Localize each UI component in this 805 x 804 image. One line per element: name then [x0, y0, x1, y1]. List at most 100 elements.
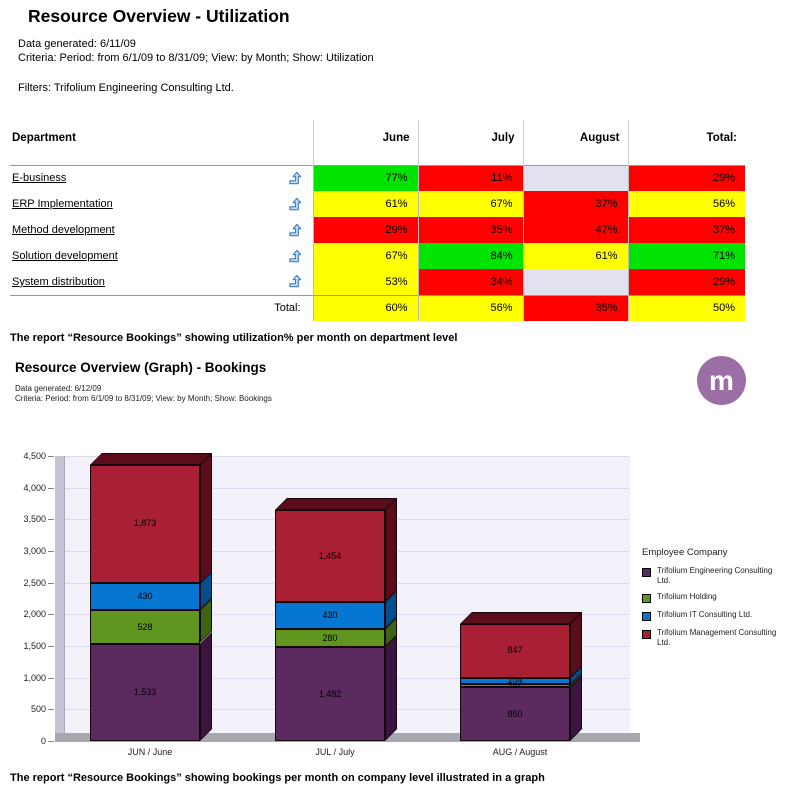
bar-segment [90, 464, 200, 584]
chart: 0 500 1,000 1,500 2,000 2,500 3,000 3,500 4,000 4… [0, 443, 805, 773]
total-cell: 60% [312, 295, 418, 321]
y-axis-tick-label: 2,500 [23, 577, 46, 588]
department-cell-content: ERP Implementation [12, 197, 313, 212]
x-axis-category-label: AUG / August [492, 747, 548, 757]
y-axis-tick-label: 4,000 [23, 482, 46, 493]
legend-label: Trifolium IT Consulting Ltd. [657, 610, 753, 619]
bar-segment-side [200, 631, 212, 741]
y-axis-tick-mark [48, 709, 54, 711]
department-cell-content: E-business [12, 171, 313, 186]
bar-segment-side [200, 452, 212, 584]
bar-segment [460, 624, 570, 678]
table-row: System distribution 53% 34% 29% [10, 269, 745, 295]
utilization-cell: 56% [627, 191, 745, 217]
bar-segment-side [385, 635, 397, 741]
y-axis-tick-label: 3,500 [23, 514, 46, 525]
utilization-cell: 29% [312, 217, 418, 243]
department-cell: System distribution [10, 269, 313, 295]
total-row-label: Total: [274, 302, 301, 315]
utilization-cell: 29% [627, 269, 745, 295]
department-link[interactable]: E-business [12, 172, 67, 185]
bar-segment [460, 684, 570, 688]
y-axis-tick-label: 500 [30, 704, 46, 715]
legend-item: Trifolium IT Consulting Ltd. [642, 610, 782, 621]
x-axis-category-label: JUN / June [127, 747, 173, 757]
brand-logo: m [697, 356, 746, 405]
bar-segment [460, 687, 570, 741]
table-row: Solution development 67% 84% 61% 71% [10, 243, 745, 269]
legend-label: Trifolium Engineering Consulting Ltd. [657, 566, 773, 585]
bar-segment [90, 610, 200, 644]
y-axis-tick-label: 3,000 [23, 546, 46, 556]
utilization-cell: 37% [627, 217, 745, 243]
drill-up-arrow-icon[interactable] [288, 223, 303, 238]
utilization-cell: 29% [627, 165, 745, 191]
y-axis-tick-mark [48, 551, 54, 552]
legend-label: Trifolium Management Consulting Ltd. [657, 628, 777, 647]
utilization-cell: 61% [522, 243, 628, 269]
utilization-cell: 67% [312, 243, 418, 269]
col-department: Department [12, 132, 76, 144]
criteria-line: Criteria: Period: from 6/1/09 to 8/31/09… [18, 52, 374, 64]
y-axis-tick-label: 1,000 [23, 672, 46, 683]
legend-title: Employee Company [642, 547, 728, 558]
utilization-cell: 61% [312, 191, 418, 217]
utilization-cell: 11% [417, 165, 523, 191]
utilization-cell: 37% [522, 191, 628, 217]
bar-segment [275, 510, 385, 603]
legend-label: Trifolium Holding [657, 592, 717, 601]
drill-up-arrow-icon[interactable] [288, 171, 303, 186]
department-cell: Solution development [10, 243, 313, 269]
utilization-cell: 35% [417, 217, 523, 243]
table-caption: The report “Resource Bookings” showing u… [10, 332, 458, 344]
y-axis-tick-mark [48, 487, 54, 489]
bar-segment [90, 643, 200, 741]
department-link[interactable]: Method development [12, 224, 115, 236]
drill-up-arrow-icon[interactable] [288, 197, 303, 212]
legend-item: Trifolium Management Consulting Ltd. [642, 628, 782, 647]
legend-swatch [642, 594, 651, 603]
col-june: June [312, 120, 418, 165]
col-august: August [522, 120, 628, 165]
department-link[interactable]: System distribution [12, 275, 105, 288]
department-cell-content: System distribution [12, 274, 313, 289]
table-row: E-business 77% 11% 29% [10, 165, 745, 191]
bar-segment [275, 629, 385, 648]
y-axis-tick-mark [48, 677, 54, 679]
utilization-cell [522, 269, 628, 295]
page-title: Resource Overview - Utilization [28, 6, 290, 26]
department-cell: E-business [10, 165, 313, 191]
table-total-row: Total: 60% 56% 35% 50% [10, 295, 745, 321]
y-axis-tick-mark [48, 582, 54, 584]
drill-up-arrow-icon[interactable] [288, 274, 303, 289]
drill-up-arrow-icon[interactable] [288, 249, 303, 264]
utilization-table-body: E-business 77% 11% 29% ERP Implementation 61%… [10, 165, 745, 321]
department-link[interactable]: ERP Implementation [12, 198, 113, 210]
bar-segment [275, 602, 385, 630]
bar-top-face [90, 452, 212, 465]
y-axis-tick-mark [48, 519, 54, 521]
chart-caption: The report “Resource Bookings” showing b… [10, 772, 545, 784]
table-row: Method development 29% 35% 47% 37% [10, 217, 745, 243]
y-axis-tick-mark [48, 741, 54, 742]
legend-item: Trifolium Holding [642, 592, 782, 603]
department-cell-content: Method development [12, 223, 313, 238]
bar-segment [460, 677, 570, 685]
gridline [65, 487, 630, 489]
y-axis-tick-mark [48, 456, 54, 457]
total-cell: 56% [417, 295, 523, 321]
utilization-cell: 77% [312, 165, 418, 191]
department-link[interactable]: Solution development [12, 250, 118, 262]
axis-wall [55, 456, 65, 741]
y-axis-tick-mark [48, 646, 54, 647]
filters-line: Filters: Trifolium Engineering Consultin… [18, 82, 234, 94]
legend-swatch [642, 612, 651, 621]
total-cell: 50% [627, 295, 745, 321]
y-axis-tick-mark [48, 614, 54, 616]
department-cell-content: Solution development [12, 249, 313, 264]
generated-line: Data generated: 6/11/09 [18, 38, 136, 50]
utilization-cell: 47% [522, 217, 628, 243]
department-cell: Method development [10, 217, 313, 243]
gridline [65, 456, 630, 457]
bar-segment [90, 583, 200, 611]
